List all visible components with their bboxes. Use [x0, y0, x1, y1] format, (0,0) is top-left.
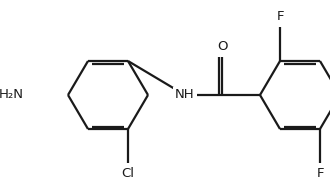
Text: NH: NH — [175, 88, 195, 101]
Text: Cl: Cl — [121, 167, 135, 180]
Text: F: F — [316, 167, 324, 180]
Text: F: F — [276, 10, 284, 23]
Text: H₂N: H₂N — [0, 88, 24, 101]
Text: O: O — [217, 40, 227, 53]
